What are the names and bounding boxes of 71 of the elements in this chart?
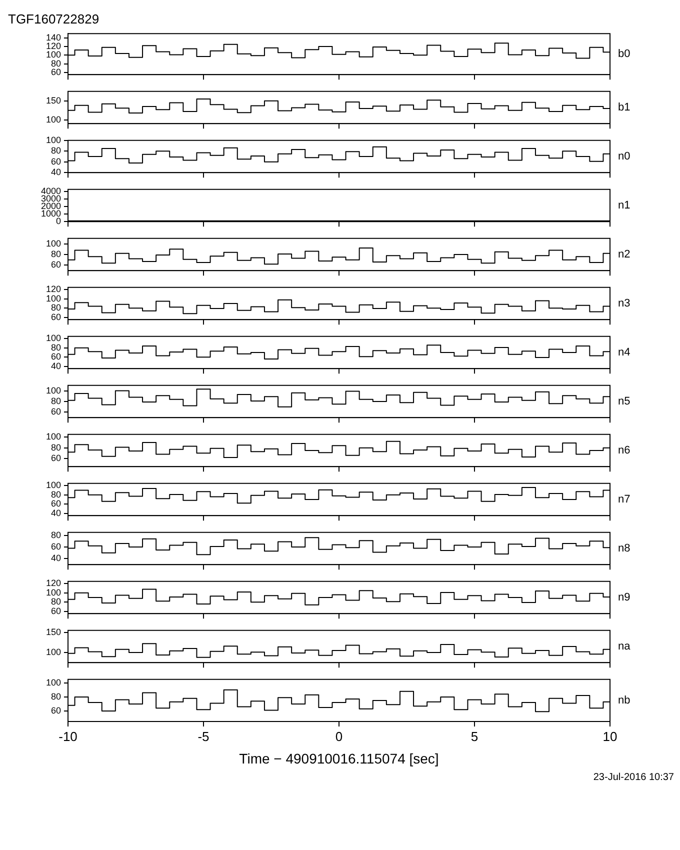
y-tick-label: 80 xyxy=(50,58,61,68)
y-tick-label: 40 xyxy=(50,167,61,178)
series-label: n8 xyxy=(618,542,630,555)
y-tick-label: 3000 xyxy=(40,194,61,204)
y-tick-label: 100 xyxy=(46,238,61,248)
y-tick-label: 1000 xyxy=(40,208,61,219)
y-tick-label: 60 xyxy=(50,406,61,417)
y-tick-label: 2000 xyxy=(40,201,61,212)
series-label: b0 xyxy=(618,48,630,60)
x-tick-label: 10 xyxy=(602,728,618,744)
y-tick-label: 100 xyxy=(46,432,61,442)
series-label: nb xyxy=(618,694,630,706)
series-label: n2 xyxy=(618,248,630,261)
y-tick-label: 100 xyxy=(46,587,61,598)
y-tick-label: 60 xyxy=(50,453,61,464)
y-tick-label: 80 xyxy=(50,342,61,352)
y-tick-label: 100 xyxy=(46,293,61,304)
x-tick-label: 5 xyxy=(470,728,478,744)
series-label: n3 xyxy=(618,298,630,310)
y-tick-label: 80 xyxy=(50,530,61,540)
y-tick-label: 40 xyxy=(50,508,61,518)
y-tick-label: 140 xyxy=(46,32,61,42)
x-axis-title: Time − 490910016.115074 [sec] xyxy=(239,750,439,766)
series-label: na xyxy=(618,640,632,653)
y-tick-label: 40 xyxy=(50,360,61,371)
y-tick-label: 100 xyxy=(46,134,61,145)
y-tick-label: 100 xyxy=(46,333,61,344)
y-tick-label: 120 xyxy=(46,284,61,294)
y-tick-label: 4000 xyxy=(40,186,61,196)
series-label: b1 xyxy=(618,102,630,114)
y-tick-label: 80 xyxy=(50,691,61,702)
y-tick-label: 120 xyxy=(46,41,61,52)
series-label: n7 xyxy=(618,494,630,506)
y-tick-label: 60 xyxy=(50,156,61,166)
y-tick-label: 60 xyxy=(50,498,61,509)
y-tick-label: 80 xyxy=(50,596,61,607)
y-tick-label: 100 xyxy=(46,647,61,658)
text: 23-Jul-2016 10:37 xyxy=(592,772,675,783)
y-tick-label: 60 xyxy=(50,705,61,716)
y-tick-label: 60 xyxy=(50,542,61,552)
series-label: n9 xyxy=(618,592,630,604)
y-tick-label: 40 xyxy=(50,553,61,564)
y-tick-label: 80 xyxy=(50,489,61,500)
y-tick-label: 60 xyxy=(50,352,61,362)
y-tick-label: 100 xyxy=(46,385,61,396)
x-tick-label: 0 xyxy=(335,728,343,744)
y-tick-label: 60 xyxy=(50,312,61,322)
y-tick-label: 100 xyxy=(46,114,61,124)
y-tick-label: 150 xyxy=(46,626,61,637)
y-tick-label: 60 xyxy=(50,260,61,270)
y-tick-label: 60 xyxy=(50,66,61,77)
y-tick-label: 150 xyxy=(46,95,61,106)
chart-title: TGF160722829 xyxy=(8,11,100,26)
series-label: n4 xyxy=(618,346,630,359)
y-tick-label: 100 xyxy=(46,677,61,688)
x-tick-label: -5 xyxy=(198,728,210,744)
y-tick-label: 0 xyxy=(56,216,61,226)
y-tick-label: 80 xyxy=(50,396,61,406)
series-label: n6 xyxy=(618,444,630,457)
y-tick-label: 80 xyxy=(50,146,61,156)
series-label: n1 xyxy=(618,200,630,212)
y-tick-label: 60 xyxy=(50,606,61,616)
y-tick-label: 100 xyxy=(46,480,61,490)
y-tick-label: 80 xyxy=(50,442,61,452)
series-label: n5 xyxy=(618,396,630,408)
x-tick-label: -10 xyxy=(58,728,78,744)
y-tick-label: 120 xyxy=(46,578,61,588)
y-tick-label: 80 xyxy=(50,302,61,313)
series-label: n0 xyxy=(618,150,630,163)
y-tick-label: 100 xyxy=(46,50,61,60)
y-tick-label: 80 xyxy=(50,248,61,259)
